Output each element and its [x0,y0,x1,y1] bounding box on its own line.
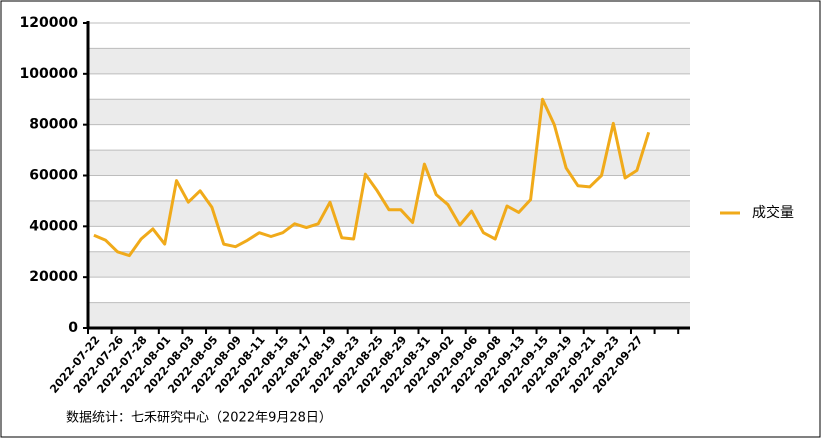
grid-band [88,200,690,227]
series-line [93,97,651,258]
y-tick-label: 120000 [20,15,79,31]
grid-band [88,251,690,278]
grid-band [88,48,690,74]
y-tick-label: 0 [68,320,78,336]
y-tick-label: 40000 [29,218,78,234]
y-tick-label: 60000 [29,168,78,184]
grid-band [88,150,690,176]
y-tick-label: 100000 [20,66,79,82]
y-tick-label: 80000 [29,117,78,133]
grid-band [88,99,690,125]
y-tick-label: 20000 [29,269,78,285]
grid-band [88,302,690,328]
legend-label: 成交量 [752,204,794,221]
source-note: 数据统计：七禾研究中心（2022年9月28日） [66,411,332,426]
